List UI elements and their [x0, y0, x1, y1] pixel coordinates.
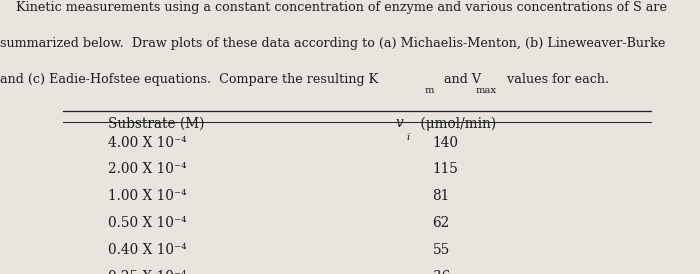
- Text: i: i: [407, 133, 410, 142]
- Text: and V: and V: [440, 73, 481, 85]
- Text: 0.25 X 10⁻⁴: 0.25 X 10⁻⁴: [108, 270, 187, 274]
- Text: 62: 62: [433, 216, 450, 230]
- Text: and (c) Eadie-Hofstee equations.  Compare the resulting K: and (c) Eadie-Hofstee equations. Compare…: [0, 73, 378, 85]
- Text: Kinetic measurements using a constant concentration of enzyme and various concen: Kinetic measurements using a constant co…: [0, 1, 667, 14]
- Text: 0.50 X 10⁻⁴: 0.50 X 10⁻⁴: [108, 216, 187, 230]
- Text: 0.40 X 10⁻⁴: 0.40 X 10⁻⁴: [108, 243, 187, 257]
- Text: (μmol/min): (μmol/min): [416, 116, 497, 131]
- Text: 140: 140: [433, 136, 459, 150]
- Text: Substrate (M): Substrate (M): [108, 116, 205, 130]
- Text: 115: 115: [433, 162, 459, 176]
- Text: summarized below.  Draw plots of these data according to (a) Michaelis-Menton, (: summarized below. Draw plots of these da…: [0, 37, 666, 50]
- Text: 1.00 X 10⁻⁴: 1.00 X 10⁻⁴: [108, 189, 187, 203]
- Text: m: m: [424, 86, 434, 95]
- Text: values for each.: values for each.: [503, 73, 610, 85]
- Text: 36: 36: [433, 270, 450, 274]
- Text: 2.00 X 10⁻⁴: 2.00 X 10⁻⁴: [108, 162, 187, 176]
- Text: 4.00 X 10⁻⁴: 4.00 X 10⁻⁴: [108, 136, 187, 150]
- Text: 81: 81: [433, 189, 450, 203]
- Text: max: max: [476, 86, 497, 95]
- Text: 55: 55: [433, 243, 450, 257]
- Text: v: v: [395, 116, 403, 130]
